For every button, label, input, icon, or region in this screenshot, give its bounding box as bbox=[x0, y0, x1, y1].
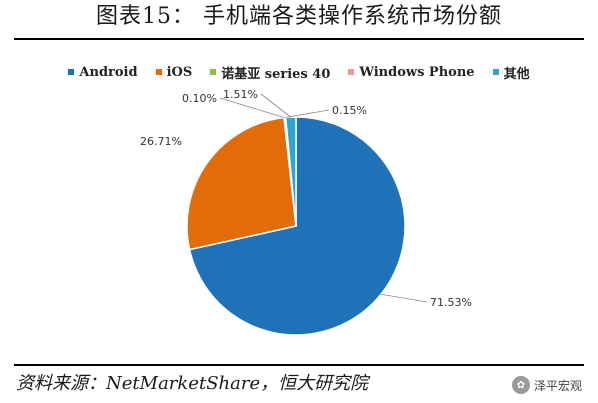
legend-item-android: Android bbox=[68, 64, 138, 80]
legend-item-other: 其他 bbox=[492, 63, 530, 82]
source-note: 资料来源：NetMarketShare，恒大研究院 bbox=[16, 373, 369, 394]
legend-label-ios: iOS bbox=[166, 64, 193, 80]
data-label-ios: 26.71% bbox=[140, 135, 182, 148]
leader-line-windows-phone bbox=[285, 109, 330, 118]
brand-name: 泽平宏观 bbox=[534, 378, 583, 393]
chart-legend: Android iOS 诺基亚 series 40 Windows Phone … bbox=[14, 62, 584, 82]
legend-item-nokia: 诺基亚 series 40 bbox=[210, 63, 330, 82]
page-title: 图表15： 手机端各类操作系统市场份额 bbox=[96, 4, 502, 29]
data-label-windows-phone: 0.15% bbox=[332, 104, 367, 117]
legend-item-windows-phone: Windows Phone bbox=[348, 64, 475, 80]
wechat-icon: ✿ bbox=[512, 376, 530, 394]
legend-item-ios: iOS bbox=[155, 64, 193, 80]
legend-label-nokia: 诺基亚 series 40 bbox=[221, 66, 331, 82]
legend-swatch-windows-phone bbox=[348, 69, 355, 75]
footer-divider bbox=[14, 364, 584, 366]
legend-swatch-ios bbox=[155, 69, 162, 75]
legend-label-windows-phone: Windows Phone bbox=[359, 64, 475, 80]
legend-swatch-other bbox=[492, 69, 499, 75]
data-label-other: 1.51% bbox=[223, 88, 258, 101]
legend-swatch-nokia bbox=[210, 69, 217, 75]
title-divider bbox=[14, 38, 584, 40]
data-label-android: 71.53% bbox=[430, 296, 472, 309]
legend-label-android: Android bbox=[79, 64, 138, 80]
data-label-nokia: 0.10% bbox=[182, 92, 217, 105]
legend-label-other: 其他 bbox=[503, 66, 530, 82]
pie-slice-ios bbox=[186, 116, 297, 251]
leader-line-nokia bbox=[219, 97, 285, 119]
leader-line-other bbox=[260, 93, 292, 118]
pie-slice-android bbox=[188, 116, 406, 336]
legend-swatch-android bbox=[68, 69, 75, 75]
leader-line-android bbox=[380, 293, 428, 303]
brand-watermark: ✿ 泽平宏观 bbox=[512, 372, 582, 398]
